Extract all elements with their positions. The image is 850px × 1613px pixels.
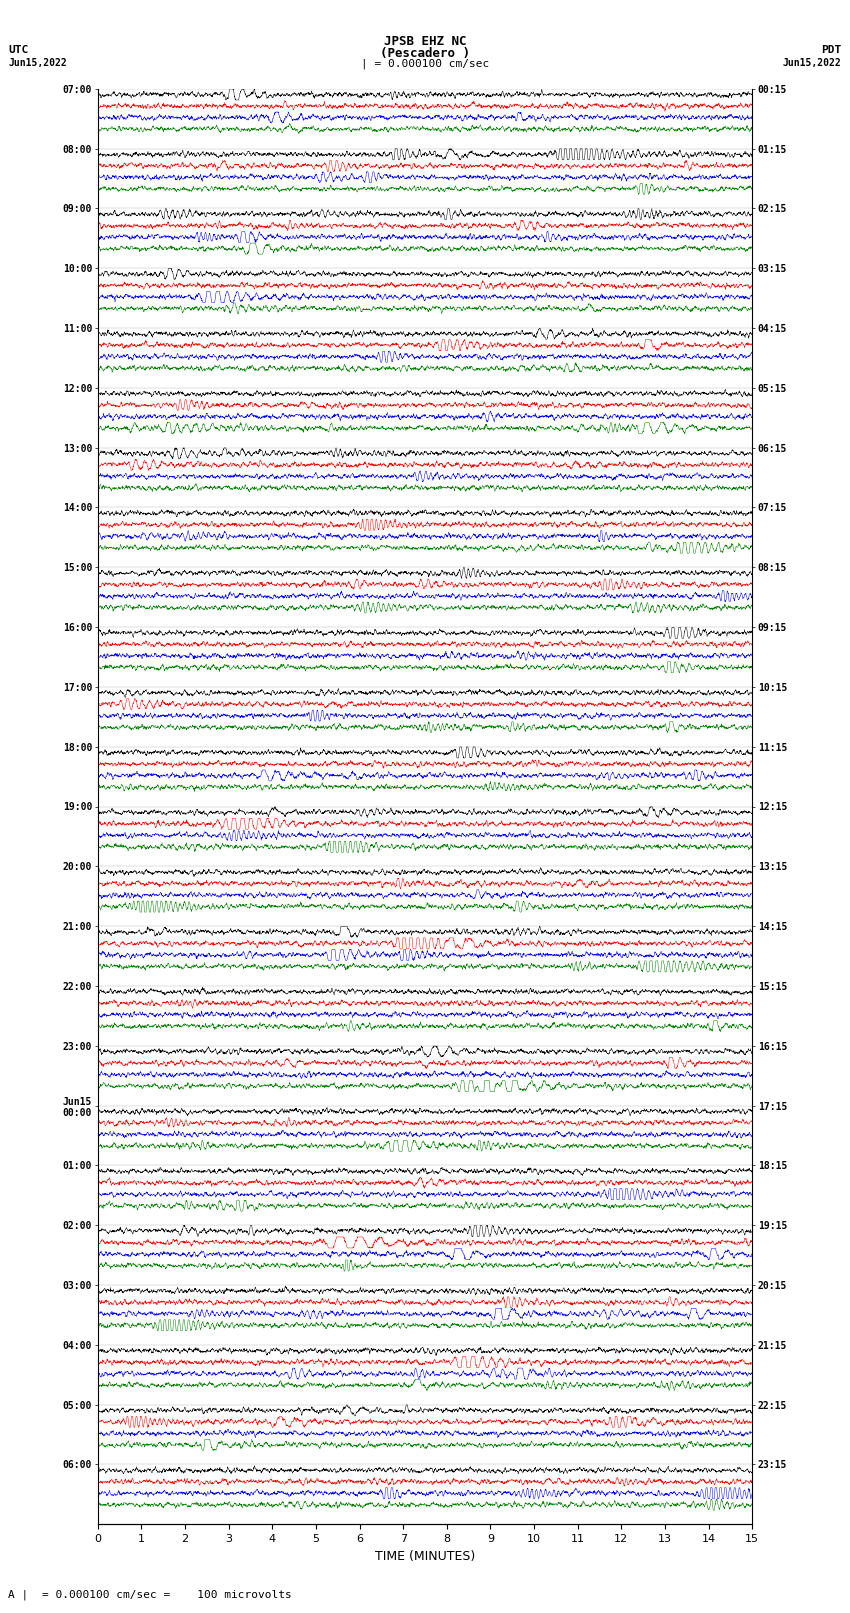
Text: Jun15,2022: Jun15,2022 (783, 58, 842, 68)
Text: PDT: PDT (821, 45, 842, 55)
Text: A |: A | (8, 1589, 29, 1600)
Text: Jun15,2022: Jun15,2022 (8, 58, 67, 68)
Text: JPSB EHZ NC: JPSB EHZ NC (383, 35, 467, 48)
Text: UTC: UTC (8, 45, 29, 55)
Text: (Pescadero ): (Pescadero ) (380, 47, 470, 60)
Text: | = 0.000100 cm/sec: | = 0.000100 cm/sec (361, 58, 489, 69)
Text: = 0.000100 cm/sec =    100 microvolts: = 0.000100 cm/sec = 100 microvolts (42, 1590, 292, 1600)
X-axis label: TIME (MINUTES): TIME (MINUTES) (375, 1550, 475, 1563)
